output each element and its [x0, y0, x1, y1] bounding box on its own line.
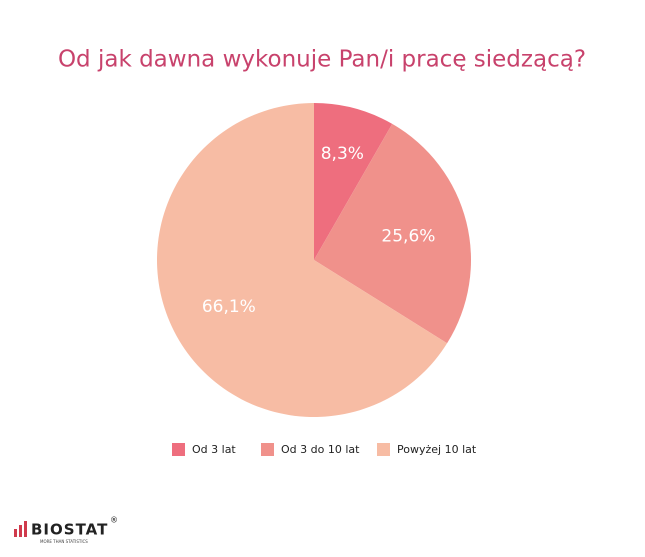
- logo-mark: ®: [110, 516, 118, 525]
- legend-swatch: [172, 443, 185, 456]
- data-label: 8,3%: [321, 144, 364, 164]
- logo-icon: [24, 521, 27, 537]
- legend-label: Powyżej 10 lat: [397, 443, 477, 456]
- data-label: 66,1%: [202, 297, 256, 317]
- legend-swatch: [261, 443, 274, 456]
- logo-name: BIOSTAT: [31, 521, 108, 539]
- logo: BIOSTAT ® MORE THAN STATISTICS: [14, 516, 118, 544]
- legend-swatch: [377, 443, 390, 456]
- logo-icon: [14, 529, 17, 537]
- pie-slice: [314, 123, 471, 344]
- pie-slice: [156, 103, 448, 418]
- logo-icon: [19, 525, 22, 537]
- legend-label: Od 3 lat: [192, 443, 236, 456]
- chart-title: Od jak dawna wykonuje Pan/i pracę siedzą…: [58, 47, 586, 73]
- legend-label: Od 3 do 10 lat: [281, 443, 360, 456]
- data-label: 25,6%: [381, 226, 435, 246]
- pie-slice: [314, 103, 393, 260]
- logo-tagline: MORE THAN STATISTICS: [40, 539, 88, 544]
